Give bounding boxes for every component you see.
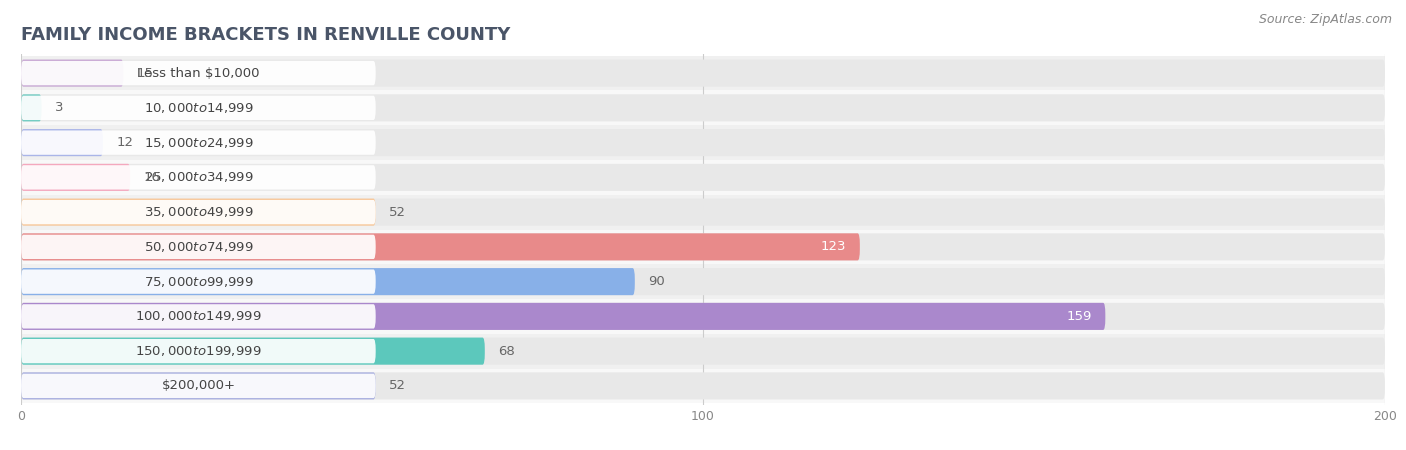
- Text: 52: 52: [389, 379, 406, 392]
- Bar: [21, 160, 1385, 195]
- Text: $15,000 to $24,999: $15,000 to $24,999: [143, 135, 253, 149]
- FancyBboxPatch shape: [21, 270, 375, 294]
- FancyBboxPatch shape: [21, 338, 485, 364]
- Bar: [21, 90, 1385, 125]
- FancyBboxPatch shape: [21, 129, 1385, 156]
- FancyBboxPatch shape: [21, 61, 375, 86]
- Text: 68: 68: [499, 345, 515, 358]
- Bar: [21, 230, 1385, 264]
- FancyBboxPatch shape: [21, 235, 375, 259]
- Text: 52: 52: [389, 206, 406, 219]
- FancyBboxPatch shape: [21, 94, 42, 122]
- Text: $25,000 to $34,999: $25,000 to $34,999: [143, 171, 253, 184]
- Text: FAMILY INCOME BRACKETS IN RENVILLE COUNTY: FAMILY INCOME BRACKETS IN RENVILLE COUNT…: [21, 26, 510, 44]
- Text: 123: 123: [821, 240, 846, 253]
- FancyBboxPatch shape: [21, 338, 1385, 364]
- FancyBboxPatch shape: [21, 94, 1385, 122]
- Bar: [21, 369, 1385, 403]
- Text: $75,000 to $99,999: $75,000 to $99,999: [143, 274, 253, 288]
- Text: 16: 16: [143, 171, 160, 184]
- FancyBboxPatch shape: [21, 198, 375, 226]
- Text: Less than $10,000: Less than $10,000: [138, 67, 260, 80]
- Text: 12: 12: [117, 136, 134, 149]
- Text: $200,000+: $200,000+: [162, 379, 235, 392]
- FancyBboxPatch shape: [21, 303, 1105, 330]
- FancyBboxPatch shape: [21, 96, 375, 120]
- Text: $10,000 to $14,999: $10,000 to $14,999: [143, 101, 253, 115]
- Text: $35,000 to $49,999: $35,000 to $49,999: [143, 205, 253, 219]
- FancyBboxPatch shape: [21, 233, 860, 261]
- FancyBboxPatch shape: [21, 372, 1385, 400]
- Text: 159: 159: [1066, 310, 1091, 323]
- Bar: [21, 334, 1385, 369]
- Bar: [21, 56, 1385, 90]
- FancyBboxPatch shape: [21, 374, 375, 398]
- FancyBboxPatch shape: [21, 339, 375, 363]
- Text: Source: ZipAtlas.com: Source: ZipAtlas.com: [1258, 14, 1392, 27]
- Bar: [21, 195, 1385, 230]
- FancyBboxPatch shape: [21, 164, 131, 191]
- Text: 15: 15: [136, 67, 155, 80]
- Bar: [21, 264, 1385, 299]
- Bar: [21, 299, 1385, 334]
- FancyBboxPatch shape: [21, 233, 1385, 261]
- FancyBboxPatch shape: [21, 372, 375, 400]
- FancyBboxPatch shape: [21, 200, 375, 224]
- Text: $50,000 to $74,999: $50,000 to $74,999: [143, 240, 253, 254]
- Text: 90: 90: [648, 275, 665, 288]
- FancyBboxPatch shape: [21, 268, 1385, 295]
- Text: $150,000 to $199,999: $150,000 to $199,999: [135, 344, 262, 358]
- FancyBboxPatch shape: [21, 130, 375, 155]
- Text: 3: 3: [55, 101, 63, 114]
- FancyBboxPatch shape: [21, 59, 1385, 87]
- Text: $100,000 to $149,999: $100,000 to $149,999: [135, 310, 262, 324]
- FancyBboxPatch shape: [21, 164, 1385, 191]
- FancyBboxPatch shape: [21, 129, 103, 156]
- FancyBboxPatch shape: [21, 198, 1385, 226]
- FancyBboxPatch shape: [21, 165, 375, 189]
- FancyBboxPatch shape: [21, 303, 1385, 330]
- FancyBboxPatch shape: [21, 268, 636, 295]
- Bar: [21, 125, 1385, 160]
- FancyBboxPatch shape: [21, 304, 375, 328]
- FancyBboxPatch shape: [21, 59, 124, 87]
